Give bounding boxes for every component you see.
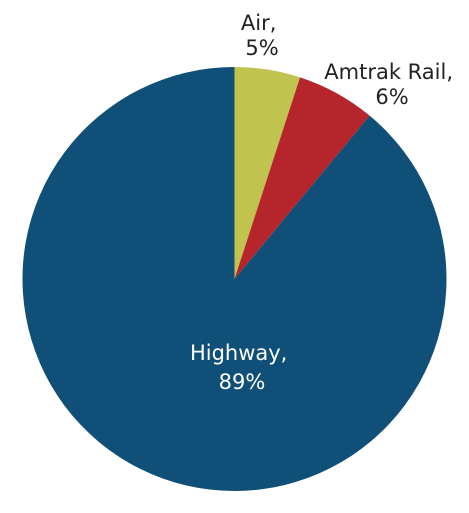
slice-label-amtrak-rail-value: 6% [375,85,408,109]
pie-slice-air [234,67,301,279]
slice-label-air-value: 5% [245,36,278,60]
pie-slice-amtrak-rail [234,77,370,279]
pie-slices [22,67,447,492]
slice-label-air: Air, 5% [241,11,283,60]
slice-label-highway-value: 89% [219,370,266,394]
pie-slice-highway [22,67,447,492]
slice-label-amtrak-rail-name: Amtrak Rail, [324,60,453,84]
slice-label-amtrak-rail: Amtrak Rail, 6% [324,60,459,109]
slice-label-highway-name: Highway, [190,341,287,365]
slice-label-air-name: Air, [241,11,277,35]
slice-label-highway: Highway, 89% [190,341,294,394]
